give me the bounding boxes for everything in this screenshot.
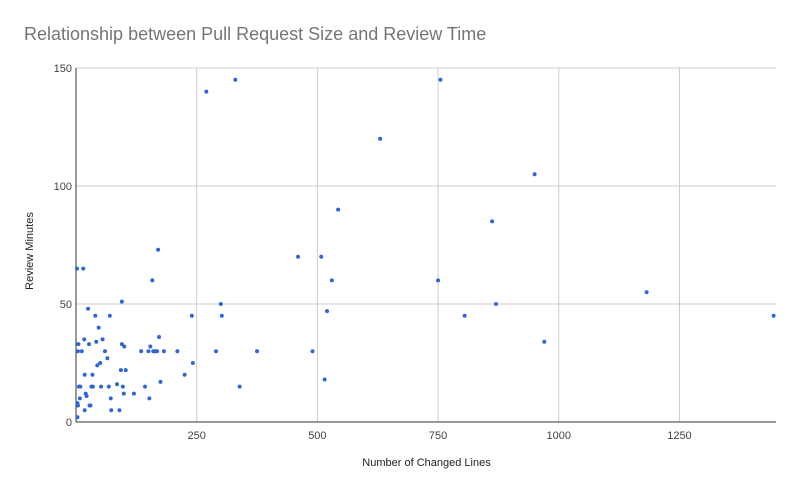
gridlines <box>76 67 776 422</box>
data-point <box>118 368 123 373</box>
axes <box>75 68 776 423</box>
data-point <box>146 349 151 354</box>
data-point <box>94 339 99 344</box>
x-tick-label: 500 <box>308 430 326 442</box>
data-point <box>74 266 79 271</box>
y-tick-label: 100 <box>54 181 72 193</box>
data-point <box>93 313 98 318</box>
data-point <box>90 372 95 377</box>
data-point <box>329 278 334 283</box>
data-point <box>378 136 383 141</box>
data-point <box>84 394 89 399</box>
data-point <box>75 415 80 420</box>
data-point <box>90 384 95 389</box>
data-point <box>75 403 80 408</box>
data-point <box>86 306 91 311</box>
data-point <box>542 339 547 344</box>
data-point <box>95 363 100 368</box>
y-tick-label: 150 <box>54 63 72 75</box>
data-point <box>117 408 122 413</box>
data-point <box>462 313 467 318</box>
data-point <box>189 313 194 318</box>
data-point <box>322 377 327 382</box>
data-point <box>121 391 126 396</box>
data-point <box>123 368 128 373</box>
data-point <box>109 408 114 413</box>
data-point <box>99 384 104 389</box>
data-point <box>82 372 87 377</box>
y-tick-label: 0 <box>66 417 72 429</box>
data-point <box>102 349 107 354</box>
data-point <box>436 278 441 283</box>
data-point <box>175 349 180 354</box>
data-point <box>147 396 152 401</box>
data-point <box>237 384 242 389</box>
data-point <box>75 349 80 354</box>
data-points <box>74 77 776 420</box>
data-point <box>115 382 120 387</box>
data-point <box>771 313 776 318</box>
data-point <box>139 349 144 354</box>
x-tick-label: 250 <box>188 430 206 442</box>
data-point <box>155 349 160 354</box>
data-point <box>157 335 162 340</box>
data-point <box>161 349 166 354</box>
x-axis-label: Number of Changed Lines <box>362 457 491 469</box>
data-point <box>107 313 112 318</box>
data-point <box>156 247 161 252</box>
data-point <box>255 349 260 354</box>
data-point <box>296 254 301 259</box>
data-point <box>79 349 84 354</box>
data-point <box>81 266 86 271</box>
tick-labels: 0 50 100 150 250 500 750 1000 1250 <box>54 63 692 442</box>
data-point <box>82 337 87 342</box>
data-point <box>143 384 148 389</box>
data-point <box>158 379 163 384</box>
data-point <box>78 384 83 389</box>
data-point <box>76 342 81 347</box>
data-point <box>182 372 187 377</box>
data-point <box>82 408 87 413</box>
data-point <box>106 384 111 389</box>
data-point <box>644 290 649 295</box>
x-tick-label: 1000 <box>547 430 571 442</box>
data-point <box>105 356 110 361</box>
y-tick-label: 50 <box>60 299 72 311</box>
data-point <box>150 278 155 283</box>
x-tick-label: 750 <box>429 430 447 442</box>
data-point <box>120 384 125 389</box>
chart-title: Relationship between Pull Request Size a… <box>24 24 487 44</box>
data-point <box>204 89 209 94</box>
data-point <box>494 302 498 306</box>
data-point <box>325 309 330 314</box>
data-point <box>218 302 223 306</box>
data-point <box>219 313 224 318</box>
data-point <box>108 396 113 401</box>
data-point <box>87 342 92 347</box>
data-point <box>319 254 324 259</box>
data-point <box>87 403 92 408</box>
data-point <box>233 77 238 82</box>
data-point <box>122 344 127 349</box>
data-point <box>532 172 537 177</box>
data-point <box>131 391 136 396</box>
data-point <box>310 349 315 354</box>
data-point <box>214 349 218 354</box>
data-point <box>119 299 124 304</box>
data-point <box>336 207 341 212</box>
data-point <box>77 396 82 401</box>
data-point <box>96 325 101 330</box>
x-tick-label: 1250 <box>667 430 691 442</box>
data-point <box>490 219 495 224</box>
data-point <box>438 77 443 82</box>
data-point <box>190 361 195 365</box>
data-point <box>98 361 103 365</box>
data-point <box>100 337 105 342</box>
data-point <box>148 344 153 349</box>
